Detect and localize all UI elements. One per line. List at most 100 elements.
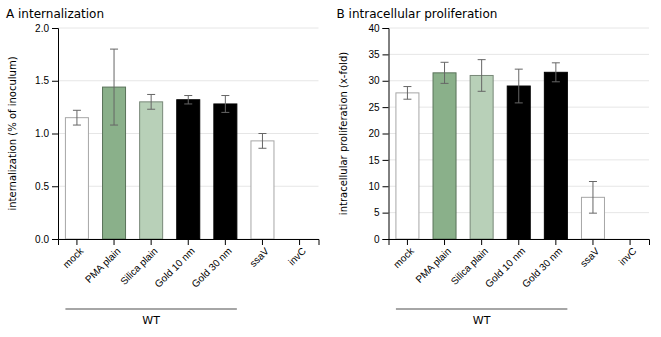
bar bbox=[507, 86, 530, 239]
tick: ssaV bbox=[578, 239, 602, 269]
tick: Gold 30 nm bbox=[190, 239, 234, 290]
tick: 0.5 bbox=[35, 181, 58, 192]
grid-line bbox=[389, 28, 650, 29]
error-bar bbox=[73, 110, 81, 125]
tick: 1.0 bbox=[35, 128, 58, 139]
y-axis-title: internalization (% of inoculum) bbox=[7, 56, 18, 210]
tick: 10 bbox=[368, 181, 388, 192]
tick-label: 40 bbox=[368, 23, 380, 34]
tick-mark bbox=[299, 239, 300, 245]
axis-line bbox=[389, 240, 650, 246]
tick: 20 bbox=[368, 128, 388, 139]
tick-mark bbox=[555, 239, 556, 245]
bar bbox=[433, 73, 456, 239]
bar bbox=[544, 72, 567, 239]
axis-line bbox=[52, 29, 59, 240]
tick: ssaV bbox=[247, 239, 271, 269]
grid-line bbox=[389, 54, 650, 55]
tick: mock bbox=[61, 239, 86, 270]
error-bar-line bbox=[147, 94, 155, 109]
error-bar bbox=[589, 182, 597, 214]
grid bbox=[389, 28, 650, 239]
marks bbox=[396, 60, 605, 239]
tick-label: 10 bbox=[368, 181, 380, 192]
tick-mark bbox=[151, 239, 152, 245]
error-bar-line bbox=[552, 63, 560, 82]
bar bbox=[251, 141, 274, 239]
figure: 0.00.51.01.52.0mockPMA plainSilica plain… bbox=[0, 0, 661, 337]
grid-line bbox=[58, 80, 319, 81]
tick-mark bbox=[444, 239, 445, 245]
tick-mark bbox=[383, 213, 389, 214]
bar bbox=[177, 100, 200, 239]
annotation: WT bbox=[142, 314, 160, 327]
tick-label: 2.0 bbox=[35, 23, 49, 34]
tick-mark bbox=[518, 239, 519, 245]
tick-label: Gold 30 nm bbox=[520, 245, 564, 289]
tick-mark bbox=[52, 186, 58, 187]
tick-mark bbox=[481, 239, 482, 245]
tick-mark bbox=[52, 134, 58, 135]
tick: Gold 30 nm bbox=[520, 239, 564, 290]
error-bar-line bbox=[441, 62, 449, 83]
tick-label: mock bbox=[391, 245, 416, 270]
tick: 35 bbox=[368, 49, 388, 60]
tick-label: ssaV bbox=[247, 245, 271, 269]
tick: 40 bbox=[368, 23, 388, 34]
tick-mark bbox=[383, 81, 389, 82]
tick: PMA plain bbox=[413, 239, 453, 285]
axis-line bbox=[383, 29, 390, 240]
error-bar-line bbox=[478, 60, 486, 92]
tick-label: 20 bbox=[368, 128, 380, 139]
y-axis: 0.00.51.01.52.0 bbox=[35, 23, 58, 245]
tick-mark bbox=[383, 107, 389, 108]
error-bar bbox=[478, 60, 486, 92]
marks bbox=[65, 49, 274, 239]
bar bbox=[619, 239, 642, 240]
bar bbox=[396, 93, 419, 239]
tick-mark bbox=[188, 239, 189, 245]
error-bar-line bbox=[403, 87, 411, 100]
tick-label: 0 bbox=[374, 234, 380, 245]
error-bar-line bbox=[589, 182, 597, 214]
bar bbox=[140, 102, 163, 239]
tick-label: 1.0 bbox=[35, 128, 49, 139]
error-bar-line bbox=[73, 110, 81, 125]
error-bar bbox=[184, 96, 192, 104]
x-axis: mockPMA plainSilica plainGold 10 nmGold … bbox=[59, 239, 320, 290]
tick-label: 15 bbox=[368, 155, 380, 166]
tick-mark bbox=[52, 239, 58, 240]
tick-label: PMA plain bbox=[83, 245, 123, 285]
title: B intracellular proliferation bbox=[337, 7, 498, 21]
tick-label: invC bbox=[286, 245, 308, 267]
annotation: WT bbox=[473, 314, 491, 327]
tick-mark bbox=[76, 239, 77, 245]
tick: invC bbox=[286, 239, 308, 267]
error-bar-line bbox=[258, 134, 266, 149]
tick-label: 0.5 bbox=[35, 181, 49, 192]
tick: 30 bbox=[368, 75, 388, 86]
tick: 0.0 bbox=[35, 234, 58, 245]
tick-mark bbox=[52, 28, 58, 29]
bar bbox=[288, 239, 311, 240]
tick-mark bbox=[592, 239, 593, 245]
error-bar bbox=[258, 134, 266, 149]
tick-label: 30 bbox=[368, 75, 380, 86]
tick-label: PMA plain bbox=[413, 245, 453, 285]
tick-mark bbox=[383, 54, 389, 55]
tick-mark bbox=[225, 239, 226, 245]
bar bbox=[65, 118, 88, 239]
tick-mark bbox=[383, 28, 389, 29]
tick: PMA plain bbox=[83, 239, 123, 285]
tick-mark bbox=[630, 239, 631, 245]
y-axis: 0510152025303540 bbox=[368, 23, 389, 245]
tick-mark bbox=[262, 239, 263, 245]
error-bar bbox=[515, 69, 523, 103]
error-bar bbox=[221, 96, 229, 113]
grid-line bbox=[58, 28, 319, 29]
annotation-bracket bbox=[396, 308, 567, 310]
error-bar bbox=[110, 49, 118, 125]
title: A internalization bbox=[6, 7, 104, 21]
tick-mark bbox=[407, 239, 408, 245]
tick: 0 bbox=[374, 234, 389, 245]
